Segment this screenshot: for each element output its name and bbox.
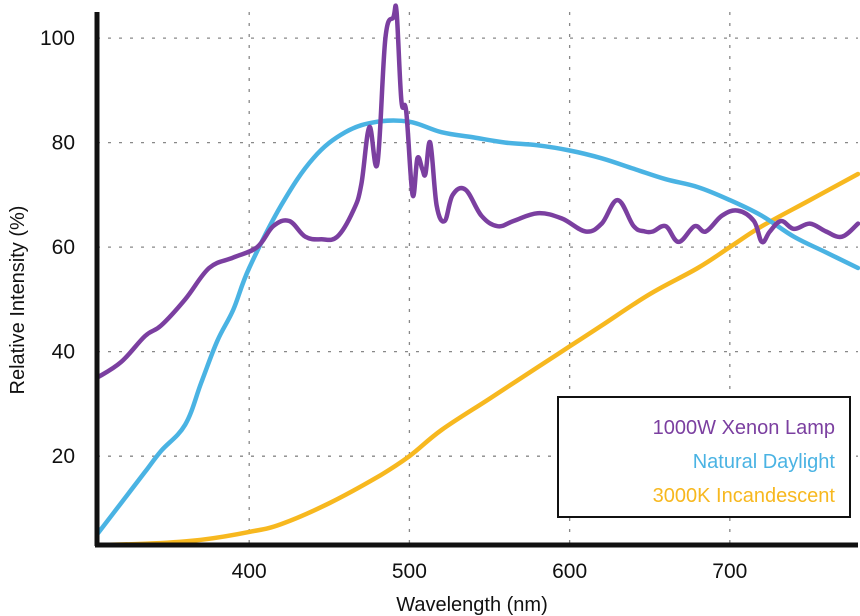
legend-entry-incandescent: 3000K Incandescent bbox=[652, 485, 835, 507]
y-axis-title: Relative Intensity (%) bbox=[7, 206, 29, 395]
series-lines bbox=[94, 3, 860, 548]
legend: 1000W Xenon Lamp Natural Daylight 3000K … bbox=[557, 396, 851, 518]
axes bbox=[94, 12, 858, 548]
series-line-1000w-xenon-lamp bbox=[94, 3, 860, 381]
series-line-3000k-incandescent bbox=[94, 171, 860, 548]
x-axis-title: Wavelength (nm) bbox=[396, 594, 548, 616]
grid bbox=[97, 12, 858, 545]
x-tick-label-2: 600 bbox=[552, 560, 587, 583]
series-line-natural-daylight bbox=[94, 118, 860, 537]
legend-entry-xenon: 1000W Xenon Lamp bbox=[652, 417, 835, 439]
x-tick-label-1: 500 bbox=[392, 560, 427, 583]
x-tick-label-0: 400 bbox=[232, 560, 267, 583]
y-tick-label-3: 80 bbox=[52, 132, 75, 155]
y-tick-label-1: 40 bbox=[52, 341, 75, 364]
y-tick-label-4: 100 bbox=[40, 27, 75, 50]
legend-entry-daylight: Natural Daylight bbox=[692, 451, 835, 473]
y-tick-label-2: 60 bbox=[52, 236, 75, 259]
tick-labels: 400 500 600 700 20 40 60 80 100 bbox=[40, 27, 747, 583]
x-tick-label-3: 700 bbox=[712, 560, 747, 583]
y-tick-label-0: 20 bbox=[52, 445, 75, 468]
